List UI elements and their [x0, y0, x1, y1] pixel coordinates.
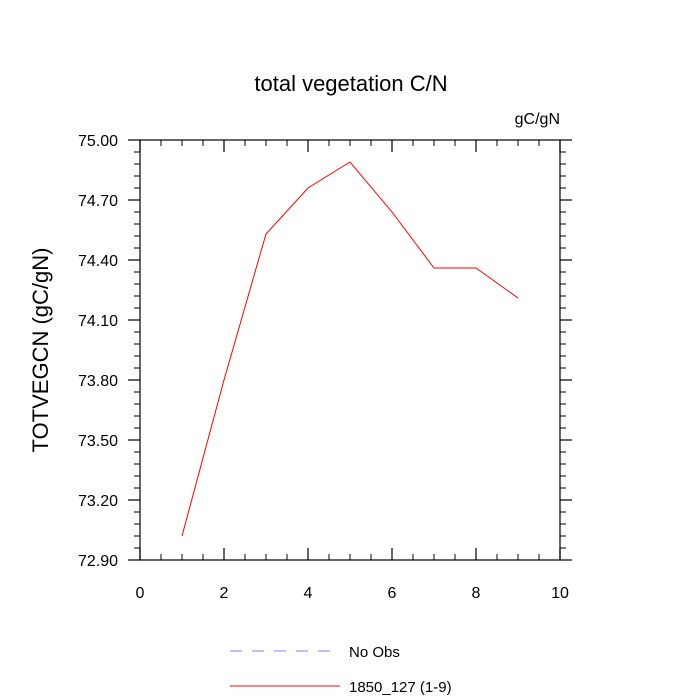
- x-tick-labels: 0 2 4 6 8 10: [136, 585, 569, 602]
- x-tick-label: 6: [388, 585, 397, 602]
- y-tick-label: 72.90: [78, 553, 118, 570]
- series-layer: [181, 161, 519, 537]
- y-tick-label: 74.10: [78, 313, 118, 330]
- axis-ticks: [128, 139, 572, 561]
- chart-title: total vegetation C/N: [254, 71, 447, 96]
- series-line-1: [181, 161, 519, 537]
- y-tick-labels: 72.90 73.20 73.50 73.80 74.10 74.40 74.70 75.00: [78, 133, 118, 570]
- y-axis-label: TOTVEGCN (gC/gN): [28, 248, 53, 453]
- y-tick-label: 73.20: [78, 493, 118, 510]
- x-tick-label: 2: [220, 585, 229, 602]
- units-label: gC/gN: [515, 111, 560, 128]
- y-tick-label: 73.80: [78, 373, 118, 390]
- x-tick-label: 0: [136, 585, 145, 602]
- legend-label: 1850_127 (1-9): [349, 679, 452, 696]
- x-tick-label: 10: [551, 585, 569, 602]
- legend-label: No Obs: [349, 644, 400, 661]
- x-tick-label: 8: [472, 585, 481, 602]
- y-tick-label: 74.70: [78, 193, 118, 210]
- y-tick-label: 74.40: [78, 253, 118, 270]
- plot-frame: [139, 139, 561, 561]
- legend: No Obs 1850_127 (1-9): [230, 644, 452, 696]
- x-tick-label: 4: [304, 585, 313, 602]
- y-tick-label: 75.00: [78, 133, 118, 150]
- y-tick-label: 73.50: [78, 433, 118, 450]
